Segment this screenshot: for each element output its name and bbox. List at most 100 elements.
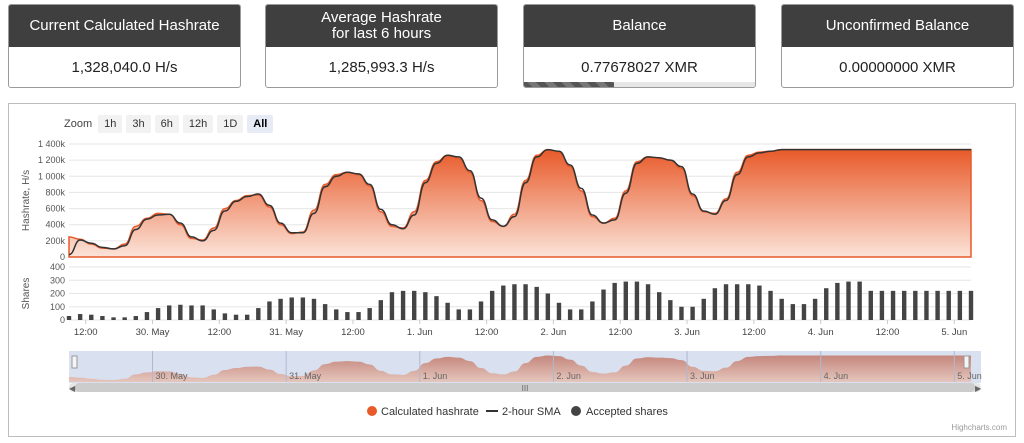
share-bar xyxy=(590,301,595,320)
share-bar xyxy=(167,305,172,320)
shares-tick-label: 100 xyxy=(50,302,65,312)
share-bar xyxy=(89,314,94,320)
share-bar xyxy=(712,288,718,320)
x-tick-label: 12:00 xyxy=(207,327,231,338)
share-bar xyxy=(77,314,83,320)
share-bar xyxy=(913,290,918,320)
share-bar xyxy=(901,290,907,320)
share-bar xyxy=(456,309,461,320)
average-hashrate-title: Average Hashrate for last 6 hours xyxy=(266,5,497,47)
shares-tick-label: 0 xyxy=(60,315,65,325)
scroll-right-icon[interactable]: ▶ xyxy=(975,384,982,393)
legend-hashrate-symbol xyxy=(367,406,377,416)
share-bar xyxy=(779,298,784,320)
x-tick-label: 1. Jun xyxy=(407,327,433,338)
balance-card: Balance 0.77678027 XMR xyxy=(523,4,756,88)
share-bar xyxy=(723,284,729,320)
hashrate-tick-label: 800k xyxy=(45,187,65,197)
unconfirmed-balance-value: 0.00000000 XMR xyxy=(839,58,956,76)
share-bar xyxy=(289,297,294,320)
share-bar xyxy=(890,290,896,320)
zoom-6h-button[interactable]: 6h xyxy=(154,115,179,133)
balance-title: Balance xyxy=(524,5,755,47)
share-bar xyxy=(200,305,205,320)
share-bar xyxy=(768,290,773,320)
share-bar xyxy=(957,290,963,320)
share-bar xyxy=(924,290,929,320)
zoom-selector: Zoom 1h 3h 6h 12h 1D All xyxy=(64,115,277,133)
share-bar xyxy=(824,288,829,320)
share-bar xyxy=(634,281,640,320)
legend-sma-label[interactable]: 2-hour SMA xyxy=(502,406,561,418)
unconfirmed-balance-card: Unconfirmed Balance 0.00000000 XMR xyxy=(781,4,1014,88)
hashrate-chart-svg: 0 200k 400k 600k 800k 1 000k 1 200k 1 400k 0 100… xyxy=(21,139,982,418)
zoom-1d-button[interactable]: 1D xyxy=(217,115,244,133)
share-bar xyxy=(256,308,261,320)
share-bar xyxy=(345,312,350,320)
hashrate-axis-title: Hashrate, H/s xyxy=(21,170,32,231)
shares-tick-label: 300 xyxy=(50,275,65,285)
share-bar xyxy=(857,281,862,320)
share-bar xyxy=(412,290,417,320)
share-bar xyxy=(400,290,406,320)
x-tick-label: 5. Jun xyxy=(941,327,967,338)
share-bar xyxy=(445,302,450,320)
legend-shares-label[interactable]: Accepted shares xyxy=(586,406,668,418)
share-bar xyxy=(267,301,272,320)
hashrate-tick-label: 1 200k xyxy=(38,155,66,165)
share-bar xyxy=(523,284,528,320)
share-bar xyxy=(501,285,506,320)
navigator-left-handle[interactable] xyxy=(71,355,78,369)
share-bar xyxy=(100,316,105,320)
balance-value: 0.77678027 XMR xyxy=(581,58,698,76)
share-bar xyxy=(423,292,428,320)
share-bar xyxy=(790,304,796,320)
average-hashrate-value: 1,285,993.3 H/s xyxy=(328,58,435,76)
average-hashrate-card: Average Hashrate for last 6 hours 1,285,9… xyxy=(265,4,498,88)
share-bar xyxy=(434,296,439,320)
navigator-date-label: 2. Jun xyxy=(556,371,581,381)
share-bar xyxy=(734,284,740,320)
navigator-date-label: 5. Jun xyxy=(957,371,982,381)
share-bar xyxy=(645,284,651,320)
current-hashrate-title: Current Calculated Hashrate xyxy=(9,5,240,47)
zoom-all-button[interactable]: All xyxy=(247,115,274,133)
sma-line xyxy=(68,148,971,256)
share-bar xyxy=(812,298,818,320)
zoom-12h-button[interactable]: 12h xyxy=(182,115,214,133)
share-bar xyxy=(178,304,183,320)
share-bar xyxy=(835,282,840,320)
shares-tick-label: 200 xyxy=(50,289,65,299)
share-bar xyxy=(389,292,395,320)
share-bar xyxy=(122,317,127,320)
share-bar xyxy=(467,309,473,320)
share-bar xyxy=(233,314,239,320)
share-bar xyxy=(879,290,885,320)
navigator-area xyxy=(69,355,971,382)
zoom-1h-button[interactable]: 1h xyxy=(98,115,123,133)
share-bar xyxy=(567,309,573,320)
scrollbar-grip-icon[interactable]: III xyxy=(522,384,529,393)
hashrate-tick-label: 600k xyxy=(45,204,65,214)
share-bar xyxy=(601,289,606,320)
highcharts-credit[interactable]: Highcharts.com xyxy=(951,423,1007,432)
share-bar xyxy=(556,302,562,320)
balance-progress-fill xyxy=(524,82,615,87)
x-tick-label: 12:00 xyxy=(742,327,766,338)
share-bar xyxy=(300,297,306,320)
scroll-left-icon[interactable]: ◀ xyxy=(69,384,76,393)
legend-hashrate-label[interactable]: Calculated hashrate xyxy=(381,406,479,418)
zoom-3h-button[interactable]: 3h xyxy=(126,115,151,133)
share-bar xyxy=(367,308,372,320)
share-bar xyxy=(478,301,484,320)
x-tick-label: 30. May xyxy=(136,327,170,338)
share-bar xyxy=(868,290,873,320)
share-bar xyxy=(690,306,695,320)
share-bar xyxy=(757,285,762,320)
x-tick-label: 12:00 xyxy=(74,327,98,338)
navigator-scrollbar-thumb[interactable] xyxy=(75,383,975,392)
navigator-right-handle[interactable] xyxy=(963,355,970,369)
share-bar xyxy=(946,290,951,320)
share-bar xyxy=(311,298,317,320)
share-bar xyxy=(579,309,584,320)
